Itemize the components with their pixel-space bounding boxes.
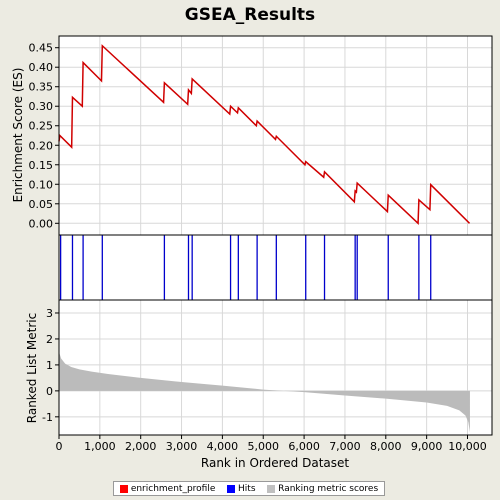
metric-panel-border — [58, 299, 493, 436]
legend-swatch-blue — [227, 484, 236, 493]
x-tick-label: 5,000 — [247, 440, 279, 453]
es-y-tick-label: 0.25 — [29, 120, 54, 133]
legend-label-enrichment: enrichment_profile — [130, 483, 216, 494]
hits-panel — [59, 235, 492, 300]
es-y-tick-label: 0.15 — [29, 159, 54, 172]
es-y-tick-label: 0.05 — [29, 198, 54, 211]
legend-swatch-red — [119, 484, 128, 493]
x-tick-label: 1,000 — [84, 440, 116, 453]
metric-y-axis-label: Ranked List Metric — [25, 313, 39, 423]
x-axis-label: Rank in Ordered Dataset — [201, 456, 349, 470]
es-y-tick-label: 0.45 — [29, 42, 54, 55]
metric-y-tick-label: 0 — [46, 385, 53, 398]
legend-item-ranking: Ranking metric scores — [267, 484, 378, 494]
legend-item-enrichment: enrichment_profile — [119, 483, 216, 494]
es-y-axis-label: Enrichment Score (ES) — [11, 68, 25, 203]
x-tick-label: 8,000 — [370, 440, 402, 453]
es-y-tick-label: 0.35 — [29, 81, 54, 94]
metric-y-tick-label: 1 — [46, 359, 53, 372]
x-tick-label: 10,000 — [448, 440, 487, 453]
chart-title: GSEA_Results — [184, 5, 316, 25]
x-tick-label: 9,000 — [411, 440, 443, 453]
x-tick-label: 4,000 — [207, 440, 239, 453]
es-y-tick-label: 0.10 — [29, 178, 54, 191]
es-y-tick-label: 0.00 — [29, 217, 54, 230]
es-y-tick-label: 0.20 — [29, 139, 54, 152]
ranking-metric-area — [59, 351, 470, 433]
enrichment-profile-line — [58, 44, 471, 225]
legend-label-ranking: Ranking metric scores — [278, 483, 379, 494]
legend-label-hits: Hits — [238, 483, 256, 494]
es-y-tick-label: 0.30 — [29, 100, 54, 113]
x-tick-label: 2,000 — [125, 440, 157, 453]
x-tick-label: 7,000 — [329, 440, 361, 453]
legend-item-hits: Hits — [227, 484, 256, 494]
legend-swatch-gray — [267, 484, 276, 493]
es-panel — [59, 36, 492, 235]
metric-y-tick-label: 3 — [46, 307, 53, 320]
x-tick-label: 0 — [56, 440, 63, 453]
metric-y-tick-label: 2 — [46, 333, 53, 346]
metric-y-tick-label: -1 — [42, 411, 53, 424]
es-y-tick-label: 0.40 — [29, 61, 54, 74]
x-tick-label: 6,000 — [288, 440, 320, 453]
legend: enrichment_profile Hits Ranking metric s… — [113, 481, 385, 496]
metric-panel — [59, 300, 492, 435]
x-tick-label: 3,000 — [166, 440, 198, 453]
